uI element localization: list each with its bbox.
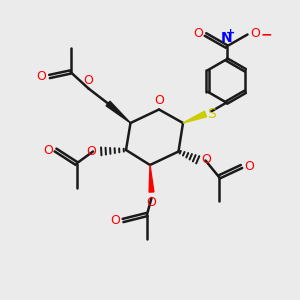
Text: N: N xyxy=(221,31,232,45)
Text: O: O xyxy=(111,214,121,227)
Text: O: O xyxy=(87,145,97,158)
Polygon shape xyxy=(183,111,207,123)
Text: O: O xyxy=(193,27,203,40)
Text: O: O xyxy=(244,160,254,173)
Text: O: O xyxy=(84,74,93,87)
Text: −: − xyxy=(261,27,273,41)
Text: O: O xyxy=(37,70,46,83)
Polygon shape xyxy=(106,101,130,123)
Text: O: O xyxy=(43,143,53,157)
Text: O: O xyxy=(154,94,164,107)
Polygon shape xyxy=(149,165,154,192)
Text: S: S xyxy=(207,107,216,121)
Text: O: O xyxy=(146,196,156,208)
Text: O: O xyxy=(201,153,211,167)
Text: +: + xyxy=(226,28,235,38)
Text: O: O xyxy=(250,27,260,40)
